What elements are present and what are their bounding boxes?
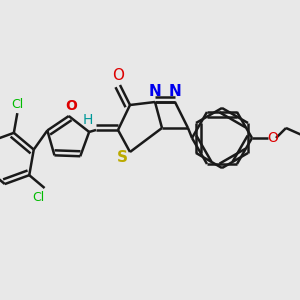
Text: Cl: Cl (11, 98, 23, 111)
Text: Cl: Cl (32, 190, 45, 203)
Text: H: H (83, 113, 93, 127)
Text: N: N (148, 85, 161, 100)
Text: S: S (116, 151, 128, 166)
Text: O: O (65, 99, 77, 113)
Text: O: O (268, 131, 278, 145)
Text: N: N (169, 85, 182, 100)
Text: O: O (112, 68, 124, 82)
